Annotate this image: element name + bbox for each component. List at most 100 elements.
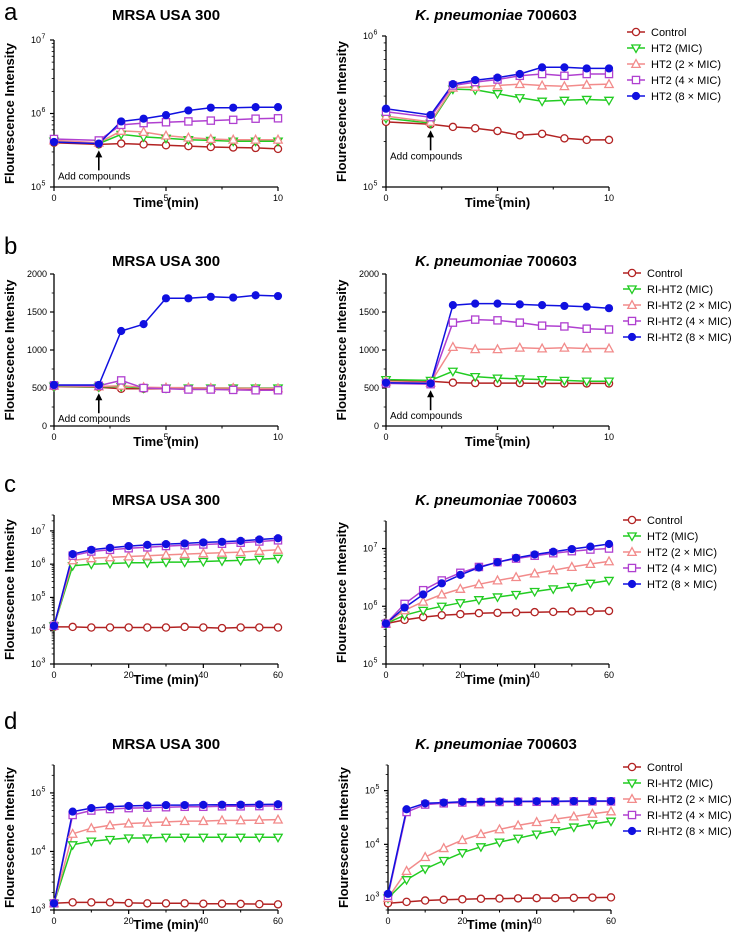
data-point xyxy=(235,833,246,843)
data-point xyxy=(588,893,597,902)
data-point xyxy=(474,608,484,618)
data-point xyxy=(536,97,548,107)
data-point xyxy=(105,898,115,907)
legend-label: RI-HT2 (4 × MIC) xyxy=(647,810,732,822)
chart-title-a-left: MRSA USA 300 xyxy=(112,7,220,24)
data-point xyxy=(581,377,593,387)
y-tick-label: 10 xyxy=(31,905,41,915)
x-tick-label: 5 xyxy=(163,193,168,203)
x-tick-label: 60 xyxy=(606,916,616,926)
data-point xyxy=(117,326,126,336)
data-point xyxy=(531,830,542,840)
data-point xyxy=(426,379,435,388)
data-point xyxy=(87,545,96,554)
data-point xyxy=(458,895,467,904)
legend-label: HT2 (MIC) xyxy=(651,43,702,55)
legend-marker xyxy=(631,91,641,101)
data-point xyxy=(161,623,171,632)
legend-label: Control xyxy=(647,268,682,280)
legend-marker xyxy=(630,58,642,69)
data-point xyxy=(199,899,208,908)
data-point xyxy=(272,554,284,565)
x-tick-label: 0 xyxy=(51,193,56,203)
data-point xyxy=(198,557,209,568)
legend-label: HT2 (4 × MIC) xyxy=(651,75,721,87)
data-point xyxy=(116,376,126,385)
data-point xyxy=(251,291,260,300)
series-line-1 xyxy=(53,557,279,627)
data-point xyxy=(532,893,541,903)
data-point xyxy=(180,539,189,548)
x-tick-label: 40 xyxy=(198,916,208,926)
data-point xyxy=(603,96,615,107)
x-tick-label: 5 xyxy=(163,432,168,442)
data-point xyxy=(476,797,486,806)
x-tick-label: 20 xyxy=(455,670,465,680)
data-point xyxy=(448,122,458,132)
data-point xyxy=(216,557,228,567)
y-tick-exponent: 6 xyxy=(374,30,378,37)
data-point xyxy=(161,294,171,303)
data-point xyxy=(530,550,539,559)
data-point xyxy=(469,372,481,383)
legend-label: RI-HT2 (8 × MIC) xyxy=(647,826,732,838)
data-point xyxy=(603,576,615,587)
legend-label: RI-HT2 (MIC) xyxy=(647,284,713,296)
title-rest: 700603 xyxy=(523,492,577,509)
data-point xyxy=(184,106,193,115)
data-point xyxy=(531,816,542,827)
legend-marker xyxy=(630,44,642,54)
data-point xyxy=(124,541,133,551)
data-point xyxy=(143,540,152,549)
data-point xyxy=(492,79,503,90)
data-point xyxy=(510,590,522,601)
data-point xyxy=(581,79,592,89)
y-tick-exponent: 5 xyxy=(374,658,378,665)
data-point xyxy=(86,552,97,563)
y-tick-exponent: 5 xyxy=(376,784,380,791)
y-tick-label: 10 xyxy=(363,31,373,41)
data-point xyxy=(603,78,615,89)
data-point xyxy=(124,801,133,811)
data-point xyxy=(419,865,431,875)
data-point xyxy=(254,814,265,825)
data-point xyxy=(184,117,193,126)
legend-label: RI-HT2 (MIC) xyxy=(647,778,713,790)
data-point xyxy=(419,851,431,862)
data-point xyxy=(585,579,596,590)
data-point xyxy=(512,819,524,830)
data-point xyxy=(381,378,391,387)
data-point xyxy=(180,622,189,632)
data-point xyxy=(198,547,209,558)
data-point xyxy=(123,817,134,828)
data-point xyxy=(206,116,216,125)
series-line-3 xyxy=(385,73,609,118)
data-point xyxy=(457,834,468,845)
y-tick-label: 0 xyxy=(42,421,47,431)
series-line-0 xyxy=(385,121,609,141)
data-point xyxy=(236,800,245,809)
y-tick-label: 10 xyxy=(31,659,41,669)
x-axis-label: Time (min) xyxy=(133,672,199,687)
y-tick-label: 10 xyxy=(31,35,41,45)
y-tick-exponent: 5 xyxy=(374,181,378,188)
x-axis-label: Time (min) xyxy=(133,195,199,210)
chart-title-a-right: K. pneumoniae 700603 xyxy=(415,7,577,24)
data-point xyxy=(273,103,283,112)
data-point xyxy=(448,318,458,327)
data-point xyxy=(161,899,171,908)
legend-label: HT2 (2 × MIC) xyxy=(651,59,721,71)
data-point xyxy=(604,135,614,145)
data-point xyxy=(604,304,614,313)
data-point xyxy=(495,797,504,806)
data-point xyxy=(538,63,547,72)
data-point xyxy=(139,383,148,393)
legend-marker xyxy=(627,316,637,326)
data-point xyxy=(402,805,411,814)
data-point xyxy=(105,623,115,632)
data-point xyxy=(473,596,485,606)
data-point xyxy=(272,544,284,554)
data-point xyxy=(161,800,171,810)
data-point xyxy=(469,343,481,354)
